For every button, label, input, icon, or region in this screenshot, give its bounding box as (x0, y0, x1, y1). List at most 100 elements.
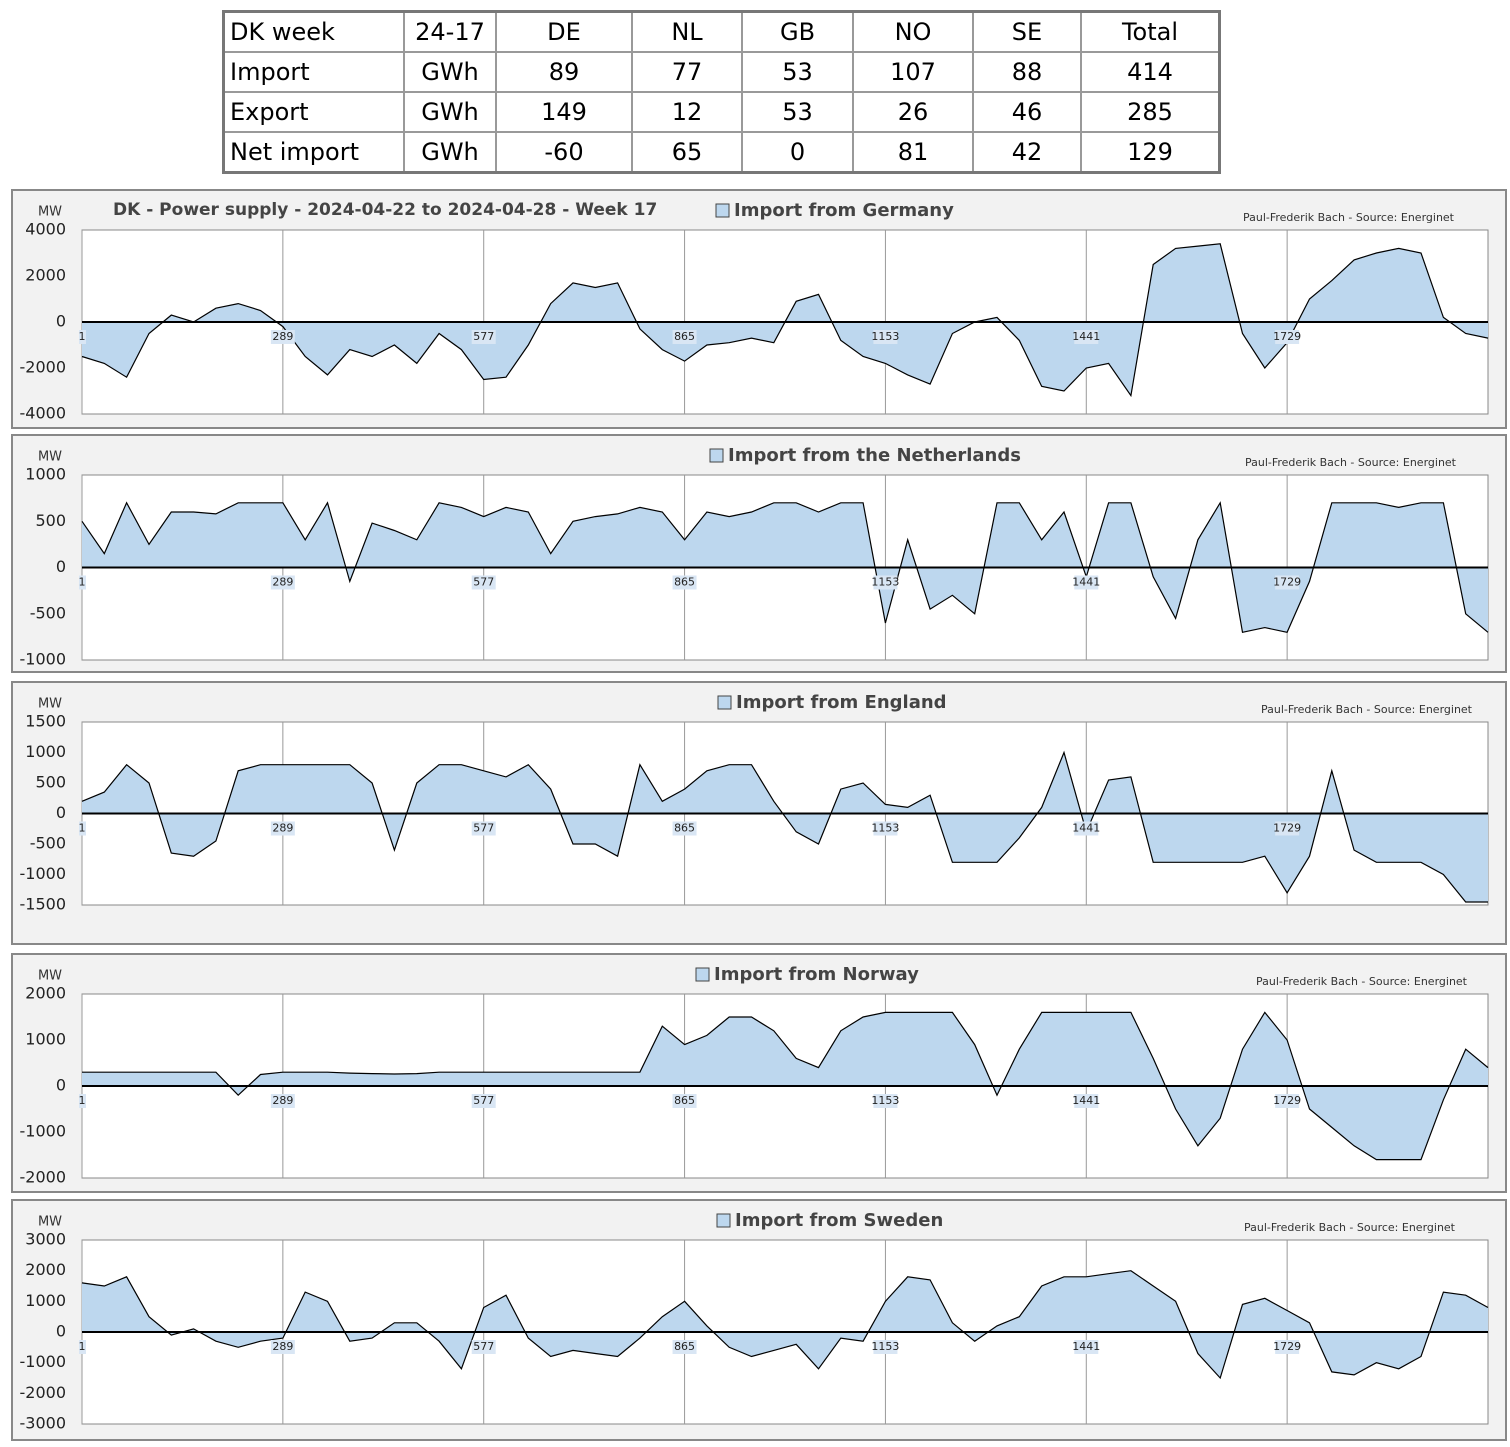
source-note: Paul-Frederik Bach - Source: Energinet (1261, 703, 1473, 716)
x-tick-label: 1 (79, 330, 86, 343)
y-tick-label: 4000 (25, 220, 66, 239)
x-tick-bg (672, 575, 697, 590)
x-tick-label: 1153 (871, 822, 899, 835)
y-tick-label: -1500 (20, 895, 67, 914)
y-tick-label: -1000 (20, 864, 67, 883)
area-line (81, 501, 1489, 634)
y-tick-label: 0 (56, 803, 66, 822)
legend-label: Import from Germany (734, 200, 954, 221)
table-cell: 42 (972, 131, 1082, 174)
x-tick-bg (270, 575, 295, 590)
table-cell: SE (972, 10, 1082, 53)
source-note: Paul-Frederik Bach - Source: Energinet (1245, 456, 1457, 469)
x-tick-bg (873, 821, 898, 836)
area-line (81, 750, 1488, 903)
y-tick-label: -1000 (20, 1122, 67, 1141)
x-tick-label: 1441 (1072, 1340, 1100, 1353)
table-cell: 285 (1080, 91, 1221, 133)
x-tick-bg (79, 1340, 86, 1354)
table-cell: 107 (852, 51, 974, 93)
y-tick-label: 500 (35, 511, 66, 530)
y-tick-label: -4000 (20, 404, 67, 423)
table-cell: Net import (222, 131, 405, 174)
x-tick-label: 865 (674, 822, 695, 835)
table-row: Export GWh 149 12 53 26 46 285 (222, 91, 1221, 133)
y-axis-label: MW (38, 450, 62, 465)
table-cell: 88 (972, 51, 1082, 93)
table-cell: DK week (222, 10, 405, 53)
area-fill (82, 502, 1488, 633)
x-tick-bg (672, 1340, 697, 1354)
y-axis-label: MW (38, 1215, 62, 1230)
table-cell: GWh (403, 131, 497, 174)
x-tick-bg (270, 1094, 295, 1108)
x-tick-label: 577 (473, 822, 494, 835)
table-cell: 81 (852, 131, 974, 174)
table-cell: Total (1080, 10, 1221, 53)
x-tick-bg (471, 1340, 496, 1354)
summary-table: DK week 24-17 DE NL GB NO SE Total Import GWh 89 77… (222, 10, 1221, 174)
x-tick-label: 289 (272, 822, 293, 835)
x-tick-label: 1153 (871, 1340, 899, 1353)
y-tick-label: -500 (30, 603, 66, 622)
y-axis-label: MW (38, 697, 62, 712)
table-cell: 89 (495, 51, 633, 93)
y-tick-label: -3000 (20, 1414, 67, 1433)
x-tick-bg (471, 821, 496, 836)
x-tick-bg (1275, 1340, 1300, 1354)
x-tick-bg (270, 821, 295, 836)
y-axis-label: MW (38, 205, 62, 220)
y-tick-label: 0 (56, 1076, 66, 1095)
x-tick-label: 865 (674, 330, 695, 343)
y-tick-label: -1000 (20, 650, 67, 669)
x-tick-label: 577 (473, 1094, 494, 1107)
y-tick-label: 2000 (25, 1260, 66, 1279)
y-tick-label: -2000 (20, 358, 67, 377)
table-cell: 129 (1080, 131, 1221, 174)
y-tick-label: 500 (35, 773, 66, 792)
x-tick-label: 1729 (1273, 1340, 1301, 1353)
y-tick-label: 1000 (25, 742, 66, 761)
y-tick-label: 1500 (25, 712, 66, 731)
area-fill (82, 243, 1488, 396)
table-cell: 12 (631, 91, 743, 133)
y-axis-label: MW (38, 969, 62, 984)
x-tick-label: 1441 (1072, 576, 1100, 589)
x-tick-bg (1275, 1094, 1300, 1108)
x-tick-bg (1074, 821, 1099, 836)
source-note: Paul-Frederik Bach - Source: Energinet (1256, 975, 1468, 988)
x-tick-label: 1 (79, 1094, 86, 1107)
x-tick-label: 289 (272, 1094, 293, 1107)
table-cell: 65 (631, 131, 743, 174)
x-tick-bg (79, 575, 86, 590)
source-note: Paul-Frederik Bach - Source: Energinet (1243, 211, 1455, 224)
x-tick-label: 865 (674, 1094, 695, 1107)
y-tick-label: 0 (56, 1322, 66, 1341)
table-cell: GWh (403, 51, 497, 93)
x-tick-bg (873, 330, 898, 344)
x-tick-label: 1729 (1273, 576, 1301, 589)
table-cell: GB (741, 10, 854, 53)
table-cell: 53 (741, 91, 854, 133)
x-tick-bg (79, 1094, 86, 1108)
x-tick-bg (672, 330, 697, 344)
y-tick-label: 0 (56, 557, 66, 576)
table-cell: 0 (741, 131, 854, 174)
chart-panel: -1500 -1000 -500 0 500 1000 1500 Import from En… (11, 681, 1507, 945)
chart-panel: -4000 -2000 0 2000 4000 Import from Germany 1 2… (11, 189, 1507, 429)
x-tick-bg (471, 1094, 496, 1108)
table-cell: 53 (741, 51, 854, 93)
x-tick-bg (270, 1340, 295, 1354)
table-cell: DE (495, 10, 633, 53)
y-tick-label: 2000 (25, 984, 66, 1003)
chart-panel: -3000 -2000 -1000 0 1000 2000 3000 Import from … (11, 1199, 1507, 1441)
y-tick-label: 1000 (25, 1030, 66, 1049)
x-tick-label: 577 (473, 1340, 494, 1353)
table-cell: NL (631, 10, 743, 53)
table-row: DK week 24-17 DE NL GB NO SE Total (222, 10, 1221, 53)
x-tick-label: 1153 (871, 1094, 899, 1107)
table-cell: 77 (631, 51, 743, 93)
legend-swatch (695, 967, 710, 982)
